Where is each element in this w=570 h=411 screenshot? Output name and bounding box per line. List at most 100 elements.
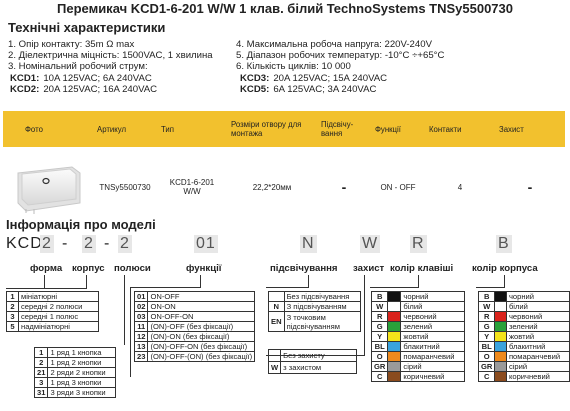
switch-image-icon bbox=[17, 166, 81, 214]
label-protection: захист bbox=[353, 263, 385, 274]
color-swatch bbox=[494, 341, 507, 352]
spec-resistance: 1. Опір контакту: 35m Ω max bbox=[8, 39, 135, 50]
list-item: 21 2 ряди 2 кнопки bbox=[33, 367, 117, 378]
label-key-color: колір клавіші bbox=[390, 263, 454, 274]
header-hole-size: Розміри отвору для монтажа bbox=[227, 111, 317, 147]
color-swatch bbox=[494, 321, 507, 332]
color-swatch bbox=[387, 311, 402, 322]
page-title: Перемикач KCD1-6-201 W/W 1 клав. білий T… bbox=[57, 1, 513, 16]
color-swatch bbox=[494, 291, 507, 302]
functions-table: 01 ON-OFF 02 ON-ON 03 ON-OFF-ON 11 (ON)-OFF … bbox=[133, 291, 256, 362]
spec-dielectric: 2. Діелектрична міцність: 1500VAC, 1 хви… bbox=[8, 50, 213, 61]
spec-current: 3. Номінальний робочий струм: bbox=[8, 61, 148, 72]
current-kcd3: KCD3: 20A 125VAC; 15A 240VAC bbox=[240, 73, 388, 84]
code-poles: 2 bbox=[118, 235, 132, 253]
spec-temperature: 5. Діапазон робочих температур: -10°C ÷+… bbox=[236, 50, 445, 61]
label-lighting: підсвічування bbox=[270, 263, 338, 274]
current-kcd1: KCD1: 10A 125VAC; 6A 240VAC bbox=[10, 73, 152, 84]
code-sep-1: - bbox=[62, 235, 69, 252]
color-swatch bbox=[387, 341, 402, 352]
color-swatch bbox=[387, 301, 402, 312]
cell-contacts: 4 bbox=[457, 182, 463, 192]
code-key-color: R bbox=[410, 235, 427, 253]
list-item: EN З точковим підсвічуванням bbox=[268, 311, 361, 332]
code-protection: W bbox=[360, 235, 381, 253]
code-sep-2: - bbox=[104, 235, 111, 252]
code-korpus: 2 bbox=[82, 235, 96, 253]
spec-voltage: 4. Максимальна робоча напруга: 220V-240V bbox=[236, 39, 432, 50]
list-item: 3 середні 1 полюс bbox=[6, 311, 99, 322]
color-swatch bbox=[494, 351, 507, 362]
list-item: 23 (ON)-OFF-(ON) (без фіксації) bbox=[133, 351, 256, 362]
code-lighting: N bbox=[300, 235, 317, 253]
cell-article: TNSy5500730 bbox=[99, 182, 151, 192]
forma-table: 1 мініатюрні 2 середні 2 полюси 3 середні 1… bbox=[6, 291, 99, 332]
header-lighting: Підсвічу-вання bbox=[317, 111, 371, 147]
color-swatch bbox=[494, 371, 507, 382]
spec-cycles: 6. Кількість циклів: 10 000 bbox=[236, 61, 351, 72]
color-row: BL блакитний bbox=[370, 341, 466, 352]
label-body-color: колір корпуса bbox=[472, 263, 538, 274]
color-swatch bbox=[387, 331, 402, 342]
label-poles: полюси bbox=[114, 263, 151, 274]
spec-table: Фото Артикул Тип Розміри отвору для монт… bbox=[3, 111, 565, 227]
current-kcd5: KCD5: 6A 125VAC; 3A 240VAC bbox=[240, 84, 377, 95]
table-row: TNSy5500730 KCD1-6-201 W/W 22,2*20мм - O… bbox=[3, 147, 565, 227]
list-item: Без захисту bbox=[267, 349, 358, 362]
code-body-color: B bbox=[496, 235, 512, 253]
list-item: 5 надмініатюрні bbox=[6, 321, 99, 332]
code-prefix: KCD bbox=[6, 235, 43, 252]
header-photo: Фото bbox=[3, 111, 93, 147]
list-item: 01 ON-OFF bbox=[133, 291, 256, 302]
list-item: 03 ON-OFF-ON bbox=[133, 311, 256, 322]
color-swatch bbox=[387, 321, 402, 332]
color-row: GR сірий bbox=[370, 361, 466, 372]
product-photo bbox=[3, 147, 93, 227]
color-swatch bbox=[494, 331, 507, 342]
cell-lighting: - bbox=[341, 179, 347, 195]
color-swatch bbox=[387, 351, 402, 362]
code-forma: 2 bbox=[40, 235, 54, 253]
header-protection: Захист bbox=[495, 111, 565, 147]
cell-protection: - bbox=[527, 179, 533, 195]
label-forma: форма bbox=[30, 263, 63, 274]
color-swatch bbox=[387, 361, 402, 372]
list-item: 12 (ON)-ON (без фіксації) bbox=[133, 331, 256, 342]
header-contacts: Контакти bbox=[425, 111, 495, 147]
color-row: GR сірий bbox=[477, 361, 570, 372]
list-item: 2 середні 2 полюси bbox=[6, 301, 99, 312]
label-functions: функції bbox=[186, 263, 222, 274]
color-swatch bbox=[494, 311, 507, 322]
specs-heading: Технічні характеристики bbox=[8, 20, 166, 35]
color-swatch bbox=[387, 291, 402, 302]
code-functions: 01 bbox=[194, 235, 218, 253]
current-kcd2: KCD2: 20A 125VAC; 16A 240VAC bbox=[10, 84, 158, 95]
header-type: Тип bbox=[157, 111, 227, 147]
list-item: 02 ON-ON bbox=[133, 301, 256, 312]
label-korpus: корпус bbox=[72, 263, 105, 274]
color-swatch bbox=[494, 361, 507, 372]
